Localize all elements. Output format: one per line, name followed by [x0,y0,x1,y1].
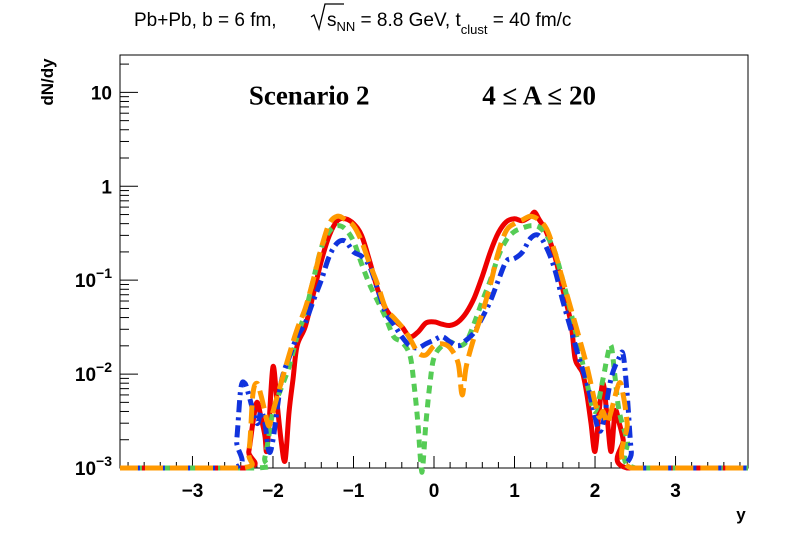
y-tick-label: 10−3 [75,453,112,480]
series-blue-dashdot [120,232,748,471]
axis-ticks [120,63,741,469]
annotation-label: Scenario 2 [249,80,370,110]
x-tick-label: 3 [670,481,681,502]
y-tick-label: 1 [101,177,112,198]
title-sqrt-sub: NN [337,19,356,34]
title-prefix: Pb+Pb, b = 6 fm, [134,10,277,31]
series-red-solid [120,209,748,471]
svg-text:sNN = 8.8 GeV, tclust = 40 fm/: sNN = 8.8 GeV, tclust = 40 fm/c [327,10,571,37]
y-axis-label: dN/dy [38,58,57,106]
x-tick-label: −3 [182,481,204,502]
x-tick-label: −2 [262,481,284,502]
title-sqrt-label: s [327,10,337,31]
series-orange-longdash [120,213,748,471]
x-tick-label: 2 [590,481,601,502]
chart-title: Pb+Pb, b = 6 fm, sNN = 8.8 GeV, tclust =… [134,3,571,37]
title-energy: = 8.8 GeV, t [355,10,461,31]
x-tick-label: 1 [509,481,520,502]
y-tick-label: 10−2 [75,359,112,386]
annotations: Scenario 2 4 ≤ A ≤ 20 [249,80,596,110]
y-tick-label: 10−1 [75,265,112,292]
x-axis-label: y [736,505,746,524]
x-tick-labels: −3 −2 −1 0 1 2 3 [182,481,681,502]
title-t-value: = 40 fm/c [487,10,571,31]
svg-text:Pb+Pb, b = 6 fm,: Pb+Pb, b = 6 fm, [134,10,277,31]
annotation-label: 4 ≤ A ≤ 20 [482,80,596,110]
x-tick-label: 0 [429,481,440,502]
plot-frame [119,54,749,469]
y-tick-label: 10 [91,83,112,104]
data-curves [120,209,748,475]
y-tick-labels: 10−3 10−2 10−1 1 10 [75,83,113,480]
sqrt-symbol [310,3,344,32]
title-t-sub: clust [461,22,488,37]
x-tick-label: −1 [343,481,365,502]
